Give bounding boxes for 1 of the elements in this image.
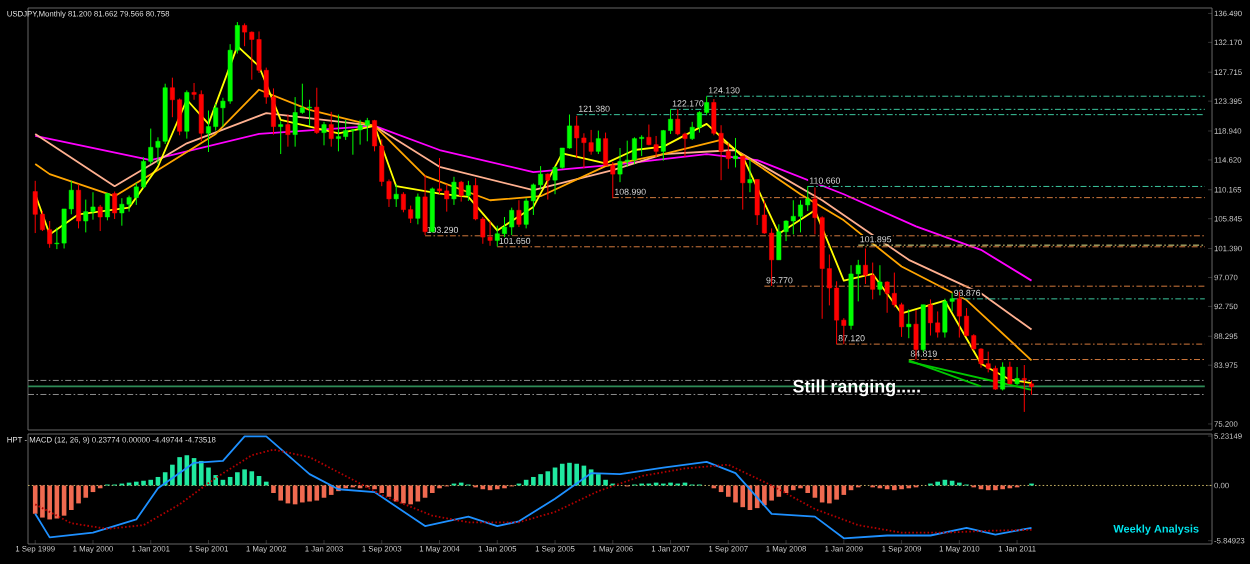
annotation: Still ranging.....: [793, 379, 920, 397]
